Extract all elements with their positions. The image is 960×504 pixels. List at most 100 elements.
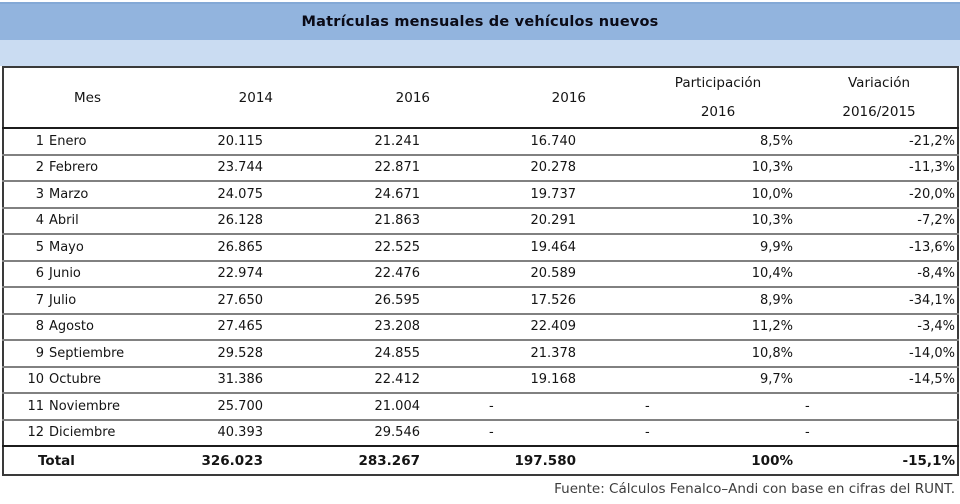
- month-number: 5: [35, 239, 44, 255]
- month-name: Octubre: [49, 372, 102, 388]
- col-header-variacion-line1: Variación: [847, 74, 911, 91]
- value-participacion: 9,7%: [589, 366, 801, 394]
- value-2016-b: 19.168: [433, 366, 589, 394]
- value-2016-a: 21.241: [276, 128, 433, 156]
- value-2016-b: -: [433, 419, 589, 447]
- table-row: 11 Noviembre 25.700 21.004- - -: [3, 393, 958, 421]
- table-row: 5 Mayo 26.865 22.525 19.464 9,9% -13,6%: [3, 234, 958, 262]
- value-2014: 23.744: [151, 154, 276, 182]
- value-participacion: 9,9%: [589, 234, 801, 262]
- table-row: 7 Julio 27.650 26.595 17.526 8,9% -34,1%: [3, 287, 958, 315]
- month-name: Agosto: [49, 319, 94, 335]
- value-2016-a: 24.671: [276, 181, 433, 209]
- month-cell: 7 Julio: [3, 287, 151, 315]
- month-number: 6: [35, 266, 44, 282]
- value-participacion: 10,8%: [589, 340, 801, 368]
- month-name: Febrero: [49, 160, 99, 176]
- value-2016-a: 22.476: [276, 260, 433, 288]
- value-2014: 27.650: [151, 287, 276, 315]
- col-header-variacion-line2: 2016/2015: [842, 103, 916, 120]
- value-participacion: 8,5%: [589, 128, 801, 156]
- month-name: Julio: [49, 292, 77, 308]
- table-row: 12 Diciembre 40.393 29.546- - -: [3, 419, 958, 447]
- month-name: Marzo: [49, 186, 89, 202]
- value-2016-b: 16.740: [433, 128, 589, 156]
- value-2016-a: 24.855: [276, 340, 433, 368]
- table-row: 9 Septiembre 29.528 24.855 21.378 10,8% -14,0%: [3, 340, 958, 368]
- month-number: 9: [35, 345, 44, 361]
- value-2014: 40.393: [151, 419, 276, 447]
- value-2016-b: 21.378: [433, 340, 589, 368]
- value-variacion: -13,6%: [801, 234, 958, 262]
- table-row: 6 Junio 22.974 22.476 20.589 10,4% -8,4%: [3, 260, 958, 288]
- value-2016-b: 19.464: [433, 234, 589, 262]
- month-number: 11: [27, 398, 44, 414]
- value-2014: 27.465: [151, 313, 276, 341]
- month-name: Junio: [49, 266, 81, 282]
- month-number: 7: [35, 292, 44, 308]
- value-2014: 24.075: [151, 181, 276, 209]
- value-2016-b: 17.526: [433, 287, 589, 315]
- value-variacion: -14,0%: [801, 340, 958, 368]
- month-cell: 3 Marzo: [3, 181, 151, 209]
- value-2014: 20.115: [151, 128, 276, 156]
- table-title-band: Matrículas mensuales de vehículos nuevos: [0, 2, 960, 40]
- value-2016-a: 29.546: [276, 419, 433, 447]
- value-2014: 26.128: [151, 207, 276, 235]
- month-number: 3: [35, 186, 44, 202]
- value-variacion: -20,0%: [801, 181, 958, 209]
- table-row: 8 Agosto 27.465 23.208 22.409 11,2% -3,4%: [3, 313, 958, 341]
- value-participacion: -: [589, 393, 801, 421]
- col-header-participacion-line2: 2016: [700, 103, 736, 120]
- month-cell: 6 Junio: [3, 260, 151, 288]
- page-title: Matrículas mensuales de vehículos nuevos: [301, 14, 659, 30]
- source-note: Fuente: Cálculos Fenalco–Andi con base e…: [554, 481, 955, 497]
- month-number: 10: [27, 372, 44, 388]
- value-2016-b: 22.409: [433, 313, 589, 341]
- table-row: 3 Marzo 24.075 24.671 19.737 10,0% -20,0%: [3, 181, 958, 209]
- col-header-participacion-line1: Participación: [674, 74, 762, 91]
- value-2016-a: 26.595: [276, 287, 433, 315]
- total-row: Total 326.023 283.267 197.580 100% -15,1…: [3, 446, 958, 475]
- month-name: Diciembre: [49, 425, 116, 441]
- month-cell: 1 Enero: [3, 128, 151, 156]
- value-participacion: 10,4%: [589, 260, 801, 288]
- month-name: Noviembre: [49, 398, 120, 414]
- value-2016-a: 22.412: [276, 366, 433, 394]
- monthly-registrations-table: Mes 2014 2016 2016 Participación 2016 Va…: [2, 66, 959, 476]
- col-header-variacion: Variación 2016/2015: [801, 67, 958, 129]
- value-2014: 29.528: [151, 340, 276, 368]
- value-2016-b: 19.737: [433, 181, 589, 209]
- value-2014: 22.974: [151, 260, 276, 288]
- total-2014: 326.023: [201, 452, 264, 469]
- total-variacion: -15,1%: [902, 452, 955, 469]
- total-participacion: 100%: [751, 452, 793, 469]
- value-variacion: -21,2%: [801, 128, 958, 156]
- month-cell: 11 Noviembre: [3, 393, 151, 421]
- value-2016-a: 21.004: [276, 393, 433, 421]
- col-header-participacion: Participación 2016: [589, 67, 801, 129]
- month-name: Enero: [49, 133, 87, 149]
- value-variacion: -7,2%: [801, 207, 958, 235]
- header-row: Mes 2014 2016 2016 Participación 2016 Va…: [3, 67, 958, 129]
- month-number: 2: [35, 160, 44, 176]
- value-2014: 25.700: [151, 393, 276, 421]
- month-cell: 2 Febrero: [3, 154, 151, 182]
- month-name: Abril: [49, 213, 79, 229]
- value-2016-a: 21.863: [276, 207, 433, 235]
- value-2014: 26.865: [151, 234, 276, 262]
- col-header-mes: Mes: [3, 67, 151, 129]
- month-cell: 5 Mayo: [3, 234, 151, 262]
- table-row: 10 Octubre 31.386 22.412 19.168 9,7% -14,5%: [3, 366, 958, 394]
- value-participacion: 10,0%: [589, 181, 801, 209]
- month-name: Septiembre: [49, 345, 125, 361]
- month-number: 8: [35, 319, 44, 335]
- value-participacion: -: [589, 419, 801, 447]
- total-label: Total: [38, 452, 75, 469]
- value-variacion: -11,3%: [801, 154, 958, 182]
- month-name: Mayo: [49, 239, 84, 255]
- value-2014: 31.386: [151, 366, 276, 394]
- col-header-2014: 2014: [151, 67, 276, 129]
- value-participacion: 8,9%: [589, 287, 801, 315]
